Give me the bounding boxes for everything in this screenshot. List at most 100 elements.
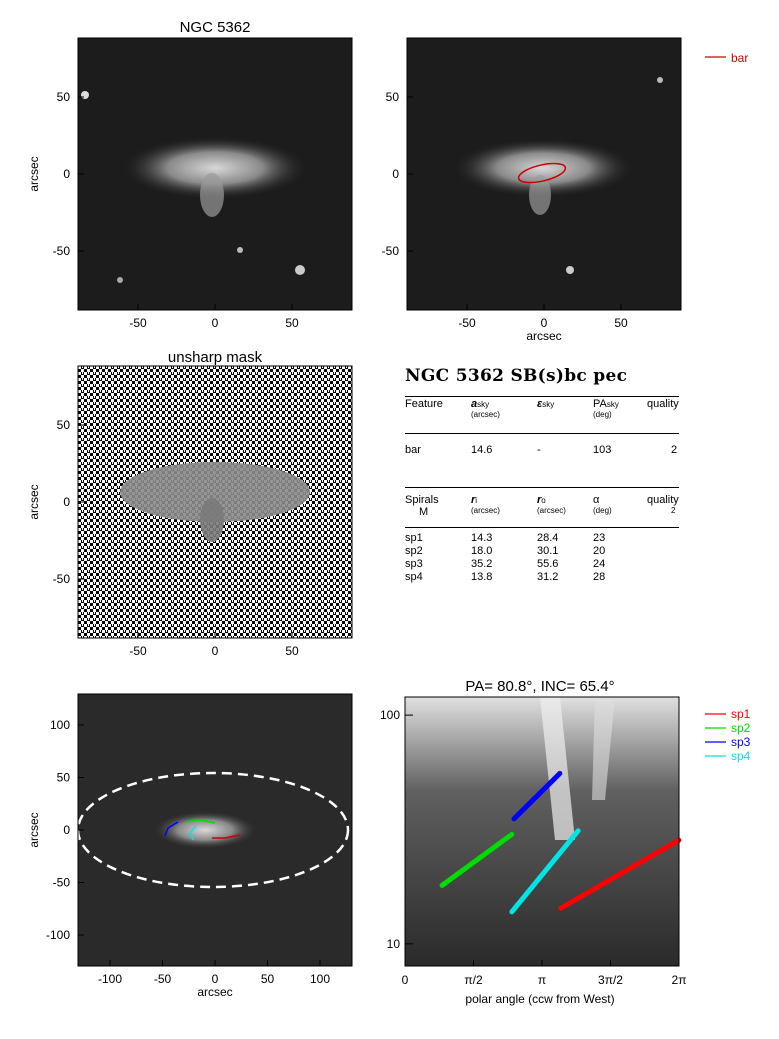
spiral-fits (439, 770, 682, 915)
cell: - (537, 444, 541, 456)
col-ro-unit: (arcsec) (537, 506, 566, 515)
cell: 2 (671, 444, 678, 456)
col-alpha-unit: (deg) (593, 506, 612, 515)
y-axis-label: arcsec (27, 156, 41, 191)
polar-xlabel: polar angle (ccw from West) (465, 992, 614, 1006)
cell: bar (405, 444, 421, 456)
panel-image-unsharp (78, 366, 352, 638)
cell: 28.4 (537, 532, 559, 544)
col-a-sub: sky (477, 400, 490, 409)
panel6-title: PA= 80.8°, INC= 65.4° (465, 678, 614, 695)
col-alpha: α (593, 494, 600, 506)
tick-label-x: 0 (212, 316, 219, 330)
col-spirals: Spirals (405, 494, 439, 506)
panel-image-deprojected (76, 694, 352, 966)
spiral-row: sp1 14.3 28.4 23 (405, 532, 683, 545)
col-pa-sub: sky (606, 400, 619, 409)
cell: 35.2 (471, 558, 493, 570)
polar-ytick-label: 10 (387, 937, 401, 951)
cell: 20 (593, 545, 606, 557)
tick-label-y: -50 (382, 244, 400, 258)
table-title: NGC 5362 SB(s)bc pec (405, 366, 628, 386)
cell: 30.1 (537, 545, 559, 557)
x-axis-label: arcsec (197, 985, 232, 999)
col-feature: Feature (405, 398, 443, 410)
tick-label-y: 50 (57, 771, 71, 785)
col-m: M (419, 506, 429, 518)
tick-label-x: -50 (129, 316, 147, 330)
cell: 55.6 (537, 558, 559, 570)
tick-label-y: 50 (386, 90, 400, 104)
tick-label-y: 0 (63, 823, 70, 837)
spiral-fit-sp2 (439, 831, 515, 888)
col-quality: quality (647, 398, 679, 410)
tick-label-y: 0 (63, 495, 70, 509)
legend-label-sp1: sp1 (731, 707, 751, 721)
bar-ellipse (517, 162, 567, 184)
feature-table: NGC 5362 SB(s)bc pec Feature asky (arcse… (405, 366, 683, 584)
polar-xtick-label: 2π (672, 973, 687, 987)
tick-label-x: 50 (285, 316, 299, 330)
tick-label-y: -50 (53, 244, 71, 258)
tick-label-y: 0 (392, 167, 399, 181)
tick-label-y: 0 (63, 167, 70, 181)
tick-label-x: 0 (212, 972, 219, 986)
cell: 18.0 (471, 545, 493, 557)
cell: sp1 (405, 532, 423, 544)
cell: 24 (593, 558, 606, 570)
tick-label-x: 0 (212, 644, 219, 658)
tick-label-x: -50 (129, 644, 147, 658)
tick-label-y: 50 (57, 90, 71, 104)
col-ro-sub: o (541, 496, 546, 505)
tick-label-x: 100 (310, 972, 330, 986)
tick-label-y: -50 (53, 876, 71, 890)
tick-label-x: 50 (261, 972, 275, 986)
cell: 14.6 (471, 444, 493, 456)
panel-image-1 (78, 38, 352, 310)
tick-label-x: 50 (285, 644, 299, 658)
legend-label-sp2: sp2 (731, 721, 751, 735)
tick-label-y: 100 (50, 718, 70, 732)
spiral-fit-sp3 (511, 770, 563, 822)
tick-label-x: -50 (458, 316, 476, 330)
cell: sp4 (405, 571, 423, 583)
col-ri-sub: i (475, 496, 478, 505)
legend-label-sp4: sp4 (731, 749, 751, 763)
spiral-header-row: Spirals M ri (arcsec) ro (arcsec) α (deg… (405, 494, 683, 520)
tick-label-y: -100 (46, 928, 70, 942)
panel-image-2 (407, 38, 681, 310)
bar-row: bar 14.6 - 103 2 (405, 444, 683, 457)
cell: sp2 (405, 545, 423, 557)
col-quality-2: quality (647, 494, 679, 506)
col-quality-2-value: 2 (671, 506, 676, 515)
tick-label-y: -50 (53, 572, 71, 586)
y-axis-label: arcsec (27, 812, 41, 847)
spiral-fit-sp1 (558, 837, 682, 911)
tick-label-x: 0 (541, 316, 548, 330)
spiral-rows: sp1 14.3 28.4 23 sp2 18.0 30.1 20 sp3 35.2 55.6 24 s… (405, 532, 683, 584)
spiral-row: sp3 35.2 55.6 24 (405, 558, 683, 571)
col-a-unit: (arcsec) (471, 410, 500, 419)
legend-bar-label: bar (731, 51, 748, 65)
cell: 14.3 (471, 532, 493, 544)
polar-ytick-label: 100 (380, 708, 400, 722)
col-ri-unit: (arcsec) (471, 506, 500, 515)
spiral-row: sp2 18.0 30.1 20 (405, 545, 683, 558)
cell: 103 (593, 444, 612, 456)
polar-xtick-label: π (538, 973, 546, 987)
legend-label-sp3: sp3 (731, 735, 751, 749)
x-axis-label: arcsec (526, 329, 561, 343)
y-axis-label: arcsec (27, 484, 41, 519)
col-pa-unit: (deg) (593, 410, 612, 419)
spiral-fit-sp4 (509, 828, 581, 915)
tick-label-x: -50 (154, 972, 172, 986)
col-a-main: a (471, 398, 478, 410)
polar-xtick-label: π/2 (464, 973, 483, 987)
polar-xtick-label: 3π/2 (598, 973, 623, 987)
cell: 31.2 (537, 571, 559, 583)
cell: sp3 (405, 558, 423, 570)
col-eps-sub: sky (542, 400, 555, 409)
panel1-title: NGC 5362 (180, 19, 251, 36)
